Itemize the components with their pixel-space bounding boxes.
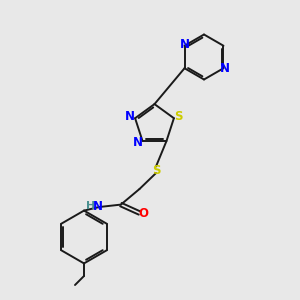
Text: N: N — [220, 62, 230, 75]
Text: S: S — [175, 110, 183, 123]
Text: O: O — [139, 207, 149, 220]
Text: N: N — [179, 38, 190, 51]
Text: H: H — [86, 201, 95, 212]
Text: S: S — [152, 164, 160, 177]
Text: N: N — [133, 136, 143, 149]
Text: N: N — [125, 110, 135, 123]
Text: N: N — [93, 200, 103, 213]
